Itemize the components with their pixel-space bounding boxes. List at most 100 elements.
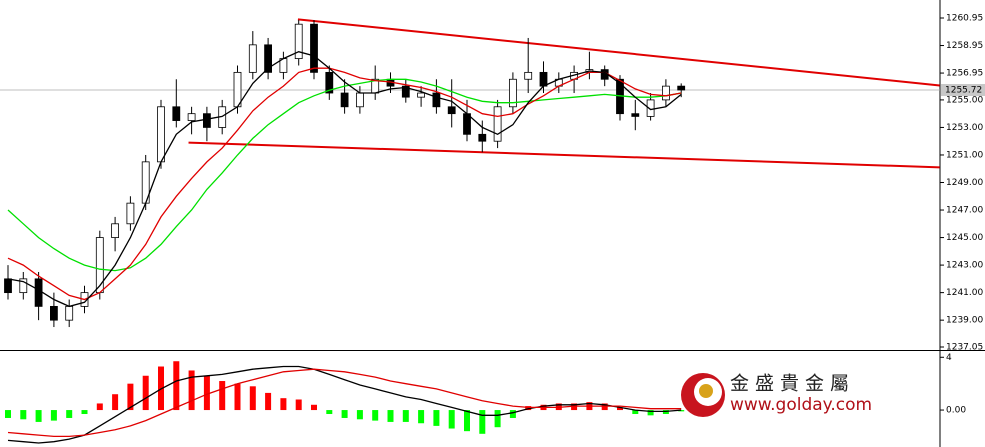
candle-body <box>264 44 273 73</box>
candle-body <box>524 71 533 80</box>
candle-body <box>50 305 58 321</box>
histogram-bar <box>617 407 623 411</box>
candle-body <box>294 23 303 60</box>
histogram-bar <box>112 394 119 411</box>
y-tick-label: 4 <box>946 353 952 363</box>
histogram-bar <box>280 398 287 411</box>
histogram-bar <box>387 410 394 422</box>
histogram-bar <box>203 375 210 411</box>
histogram-bar <box>5 410 11 418</box>
candle-body <box>19 278 28 294</box>
trend-line <box>188 141 940 169</box>
indicator-line <box>7 78 682 272</box>
candle-body <box>248 44 257 73</box>
histogram-bar <box>448 410 455 429</box>
histogram-bar <box>479 410 486 434</box>
candle-body <box>202 113 211 128</box>
histogram-bar <box>433 410 440 426</box>
histogram-bar <box>509 410 516 418</box>
candle-body <box>4 278 12 294</box>
indicator-line <box>7 51 682 308</box>
histogram-bar <box>81 410 88 415</box>
candle-body <box>677 85 686 91</box>
candle-body <box>340 92 349 108</box>
histogram-bar <box>35 410 42 422</box>
candle-body <box>95 237 104 294</box>
y-tick-label: 1247.00 <box>946 206 983 216</box>
histogram-bar <box>249 386 256 411</box>
histogram-bar <box>20 410 27 420</box>
y-tick-label: 1255.00 <box>946 95 983 105</box>
y-tick-label: 1251.00 <box>946 150 983 160</box>
candle-body <box>478 133 487 142</box>
y-tick-label: 1245.00 <box>946 233 983 243</box>
histogram-bar <box>66 410 73 418</box>
candle-body <box>417 92 426 98</box>
candle-body <box>646 99 655 117</box>
candle-body <box>126 202 135 225</box>
last-price-label: 1255.72 <box>945 85 982 95</box>
histogram-bar <box>402 410 409 422</box>
logo-url: www.golday.com <box>730 395 872 415</box>
candle-body <box>233 71 242 108</box>
indicator-line <box>7 67 682 301</box>
y-tick-label: 1249.00 <box>946 178 983 188</box>
histogram-bar <box>311 404 317 411</box>
y-tick-label: 1243.00 <box>946 261 983 271</box>
histogram-bar <box>601 403 608 411</box>
candle-body <box>401 85 410 98</box>
y-tick-label: 1256.95 <box>946 69 983 79</box>
last-price-box <box>941 83 985 96</box>
candle-body <box>34 278 43 307</box>
histogram-bar <box>647 410 654 416</box>
candle-body <box>432 92 441 108</box>
histogram-bar <box>127 383 134 411</box>
histogram-bar <box>632 410 639 415</box>
logo-name: 金盛貴金屬 <box>730 373 855 395</box>
histogram-bar <box>356 410 363 420</box>
y-tick-label: 0.00 <box>946 406 966 416</box>
candle-body <box>631 113 640 117</box>
candle-body <box>325 71 334 94</box>
candle-body <box>157 106 165 163</box>
candle-body <box>463 113 471 135</box>
candle-body <box>539 71 548 87</box>
histogram-bar <box>50 410 57 421</box>
indicator-line <box>7 368 682 438</box>
y-tick-label: 1258.95 <box>946 41 983 51</box>
candle-body <box>111 223 119 238</box>
candle-body <box>310 23 318 73</box>
candle-body <box>447 106 456 115</box>
trend-line <box>297 18 940 87</box>
histogram-bar <box>219 381 226 411</box>
histogram-bar <box>372 410 379 421</box>
histogram-bar <box>142 375 149 411</box>
candle-body <box>508 78 517 108</box>
candle-body <box>65 305 74 321</box>
indicator-line <box>7 365 682 444</box>
histogram-bar <box>265 392 272 411</box>
logo-coin <box>699 384 713 398</box>
candle-body <box>172 106 181 121</box>
y-tick-label: 1260.95 <box>946 14 983 24</box>
histogram-bar <box>494 410 501 428</box>
candle-body <box>355 92 364 108</box>
histogram-bar <box>326 410 333 415</box>
histogram-bar <box>464 410 470 432</box>
y-tick-label: 1241.00 <box>946 288 983 298</box>
histogram-bar <box>418 410 425 424</box>
histogram-bar <box>234 383 241 411</box>
histogram-bar <box>96 403 103 411</box>
histogram-bar <box>173 361 180 411</box>
histogram-bar <box>188 370 195 411</box>
logo: 金盛貴金屬 www.golday.com <box>681 373 872 417</box>
candle-body <box>187 113 196 121</box>
candle-body <box>493 106 502 142</box>
y-tick-label: 1239.00 <box>946 316 983 326</box>
y-tick-label: 1253.00 <box>946 123 983 133</box>
candle-body <box>662 85 670 101</box>
histogram-bar <box>341 410 348 418</box>
histogram-bar <box>295 399 302 411</box>
histogram-bar <box>571 403 578 411</box>
